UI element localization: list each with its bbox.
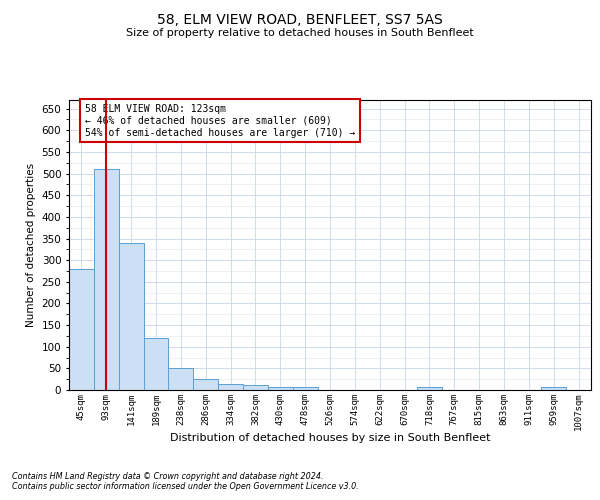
- Bar: [417, 387, 442, 390]
- Bar: [119, 243, 143, 390]
- Bar: [243, 385, 268, 390]
- Bar: [143, 338, 169, 390]
- Text: 58 ELM VIEW ROAD: 123sqm
← 46% of detached houses are smaller (609)
54% of semi-: 58 ELM VIEW ROAD: 123sqm ← 46% of detach…: [85, 104, 355, 138]
- Bar: [293, 388, 317, 390]
- Bar: [169, 368, 193, 390]
- Bar: [541, 387, 566, 390]
- Bar: [193, 379, 218, 390]
- Text: Contains HM Land Registry data © Crown copyright and database right 2024.: Contains HM Land Registry data © Crown c…: [12, 472, 323, 481]
- Bar: [218, 384, 243, 390]
- Bar: [268, 386, 293, 390]
- Text: Size of property relative to detached houses in South Benfleet: Size of property relative to detached ho…: [126, 28, 474, 38]
- Bar: [94, 170, 119, 390]
- X-axis label: Distribution of detached houses by size in South Benfleet: Distribution of detached houses by size …: [170, 433, 490, 443]
- Text: 58, ELM VIEW ROAD, BENFLEET, SS7 5AS: 58, ELM VIEW ROAD, BENFLEET, SS7 5AS: [157, 12, 443, 26]
- Y-axis label: Number of detached properties: Number of detached properties: [26, 163, 36, 327]
- Text: Contains public sector information licensed under the Open Government Licence v3: Contains public sector information licen…: [12, 482, 359, 491]
- Bar: [69, 269, 94, 390]
